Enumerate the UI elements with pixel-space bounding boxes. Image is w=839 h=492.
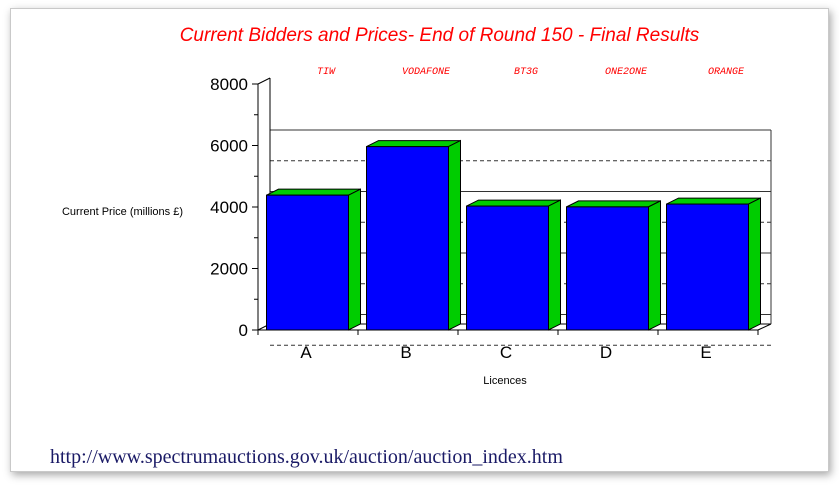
- bar: [566, 206, 649, 331]
- x-tick-label: C: [500, 343, 512, 362]
- bar-top-face: [666, 197, 761, 205]
- y-tick-label: 6000: [210, 137, 248, 156]
- chart-title: Current Bidders and Prices- End of Round…: [179, 25, 700, 46]
- y-axis-label: Current Price (millions £): [62, 206, 183, 218]
- bar: [466, 205, 549, 331]
- bar: [366, 146, 449, 331]
- x-tick-label: E: [700, 343, 711, 362]
- y-tick-label: 2000: [210, 260, 248, 279]
- bar-top-face: [466, 199, 561, 207]
- floor-right-edge: [757, 323, 772, 331]
- bar-top-face: [266, 188, 361, 196]
- bidder-label: TIW: [317, 67, 336, 78]
- x-tick-label: B: [400, 343, 411, 362]
- bar-top-face: [366, 140, 461, 148]
- bar: [266, 194, 349, 331]
- bar-top-face: [566, 200, 661, 208]
- bar-side-face: [548, 199, 561, 331]
- bidder-label: BT3G: [514, 67, 538, 78]
- bidder-label: ONE2ONE: [605, 67, 648, 78]
- bar-side-face: [348, 188, 361, 331]
- bar-side-face: [648, 200, 661, 331]
- bidder-label: VODAFONE: [402, 67, 451, 78]
- bidder-label: ORANGE: [708, 67, 745, 78]
- y-axis-depth-top: [257, 77, 271, 85]
- y-tick-label: 8000: [210, 75, 248, 94]
- bar: [666, 203, 749, 331]
- x-tick-label: A: [300, 343, 312, 362]
- source-url-link[interactable]: http://www.spectrumauctions.gov.uk/aucti…: [50, 446, 563, 468]
- y-tick-label: 0: [239, 321, 248, 340]
- bar-side-face: [748, 197, 761, 331]
- bar-side-face: [448, 139, 461, 331]
- x-tick-label: D: [600, 343, 612, 362]
- y-tick-label: 4000: [210, 198, 248, 217]
- x-axis-label: Licences: [483, 375, 527, 387]
